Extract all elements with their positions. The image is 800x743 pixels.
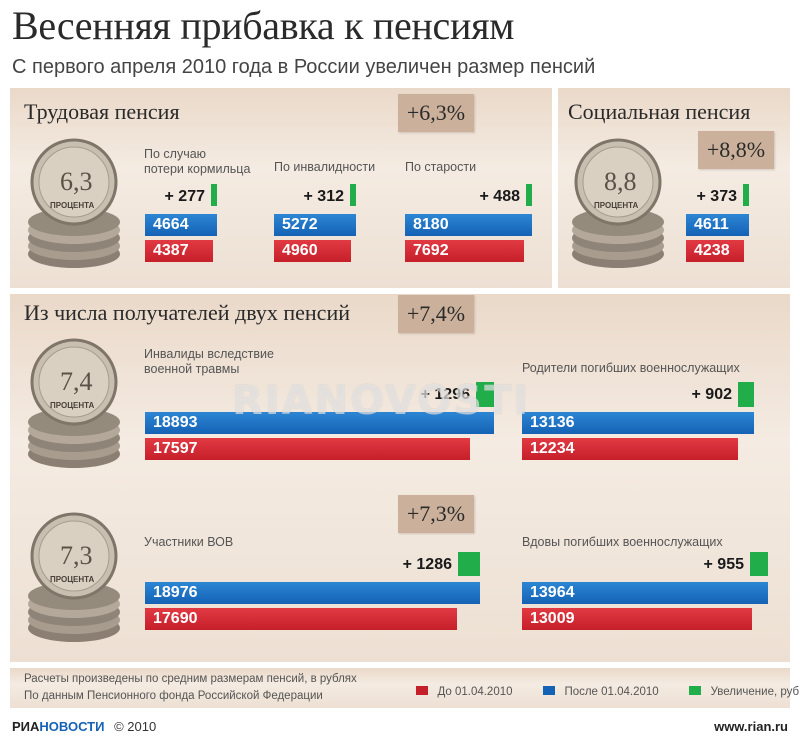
- before-bar: 17597: [145, 438, 470, 460]
- legend-label-increase: Увеличение, руб: [710, 686, 800, 698]
- before-bar: 12234: [522, 438, 738, 460]
- increase-value: + 488: [479, 188, 520, 205]
- double-pct-badge: +7,4%: [398, 295, 474, 333]
- social-pct-badge: +8,8%: [698, 131, 774, 169]
- after-bar: 8180: [405, 214, 532, 236]
- footer-note-line1: Расчеты произведены по средним размерам …: [24, 673, 357, 685]
- coin-value: 6,3: [60, 167, 93, 196]
- coin-stack-icon: 7,3 ПРОЦЕНТА: [28, 512, 120, 642]
- increase-bar: [750, 552, 768, 576]
- before-bar: 4387: [145, 240, 213, 262]
- after-bar: 5272: [274, 214, 356, 236]
- increase-value: + 955: [703, 556, 744, 573]
- labor-pct-badge: +6,3%: [398, 94, 474, 132]
- legend: До 01.04.2010 После 01.04.2010 Увеличени…: [416, 682, 799, 700]
- increase-bar: [211, 184, 217, 206]
- category-label-old-age: По старости: [405, 160, 477, 174]
- footer-note-line2: По данным Пенсионного фонда Российской Ф…: [24, 690, 323, 702]
- category-label-disability: По инвалидности: [274, 160, 376, 174]
- page-subtitle: С первого апреля 2010 года в России увел…: [12, 56, 596, 78]
- coin-value: 7,4: [60, 367, 93, 396]
- category-label-parents: Родители погибших военнослужащих: [522, 361, 740, 375]
- increase-value: + 312: [303, 188, 344, 205]
- footer-note: Расчеты произведены по средним размерам …: [24, 671, 357, 705]
- after-bar: 18893: [145, 412, 494, 434]
- increase-value: + 1296: [420, 386, 470, 403]
- after-bar: 13964: [522, 582, 768, 604]
- coin-value: 8,8: [604, 167, 637, 196]
- coin-caption: ПРОЦЕНТА: [594, 201, 639, 210]
- labor-pension-title: Трудовая пенсия: [24, 99, 180, 124]
- increase-value: + 1286: [402, 556, 452, 573]
- after-bar: 18976: [145, 582, 480, 604]
- copyright: © 2010: [114, 719, 157, 734]
- coin-caption: ПРОЦЕНТА: [50, 401, 95, 410]
- category-label-survivor: По случаю потери кормильца: [144, 147, 251, 176]
- increase-value: + 373: [696, 188, 737, 205]
- before-bar: 17690: [145, 608, 457, 630]
- coin-caption: ПРОЦЕНТА: [50, 575, 95, 584]
- legend-swatch-before: [416, 686, 428, 695]
- before-bar: 4960: [274, 240, 351, 262]
- social-pension-title: Социальная пенсия: [568, 99, 751, 124]
- coin-caption: ПРОЦЕНТА: [50, 201, 95, 210]
- ria-logo: РИАНОВОСТИ © 2010: [12, 719, 157, 734]
- before-bar: 13009: [522, 608, 752, 630]
- before-bar: 4238: [686, 240, 744, 262]
- increase-bar: [738, 382, 754, 407]
- legend-label-before: До 01.04.2010: [437, 686, 513, 698]
- category-label-military-injury: Инвалиды вследствие военной травмы: [144, 347, 274, 376]
- double-pension-title: Из числа получателей двух пенсий: [24, 300, 350, 325]
- before-bar: 7692: [405, 240, 524, 262]
- increase-bar: [350, 184, 356, 206]
- page-title: Весенняя прибавка к пенсиям: [12, 3, 515, 48]
- site-link[interactable]: www.rian.ru: [714, 719, 788, 734]
- legend-swatch-increase: [689, 686, 702, 695]
- after-bar: 13136: [522, 412, 754, 434]
- legend-label-after: После 01.04.2010: [564, 686, 659, 698]
- increase-value: + 277: [164, 188, 205, 205]
- increase-bar: [743, 184, 749, 206]
- increase-bar: [476, 382, 494, 407]
- after-bar: 4664: [145, 214, 217, 236]
- category-label-widows: Вдовы погибших военнослужащих: [522, 535, 723, 549]
- legend-swatch-after: [542, 686, 555, 695]
- veterans-pct-badge: +7,3%: [398, 495, 474, 533]
- footer-panel: [10, 668, 790, 708]
- increase-bar: [458, 552, 480, 576]
- coin-value: 7,3: [60, 541, 93, 570]
- increase-bar: [526, 184, 532, 206]
- increase-value: + 902: [691, 386, 732, 403]
- coin-stack-icon: 7,4 ПРОЦЕНТА: [28, 338, 120, 468]
- category-label-wwii-veterans: Участники ВОВ: [144, 535, 234, 549]
- coin-stack-icon: 8,8 ПРОЦЕНТА: [572, 138, 664, 268]
- coin-stack-icon: 6,3 ПРОЦЕНТА: [28, 138, 120, 268]
- watermark: RIANOVOSTI: [232, 378, 531, 424]
- after-bar: 4611: [686, 214, 749, 236]
